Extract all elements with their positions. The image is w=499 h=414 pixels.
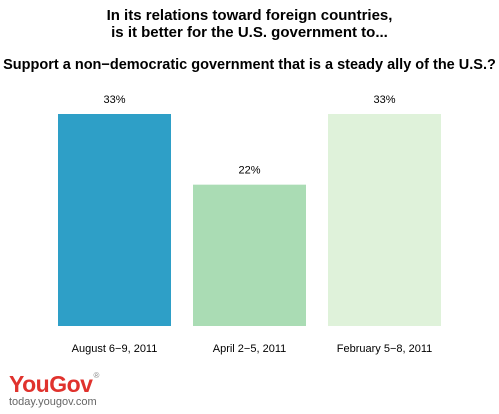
category-label-1: August 6−9, 2011 [72,343,158,355]
bar-1 [58,114,171,326]
category-label-2: April 2−5, 2011 [213,343,287,355]
value-label-1: 33% [103,94,125,106]
bar-2 [193,184,306,326]
chart-subtitle: Support a non−democratic government that… [3,57,496,73]
bar-3 [328,114,441,326]
yougov-logo: YouGov® [9,371,99,397]
website-url: today.yougov.com [9,396,97,408]
category-label-3: February 5−8, 2011 [337,343,433,355]
value-label-2: 22% [238,165,260,177]
chart-title-line-1: In its relations toward foreign countrie… [106,7,393,24]
value-label-3: 33% [373,94,395,106]
chart-title-line-2: is it better for the U.S. government to.… [111,24,388,41]
